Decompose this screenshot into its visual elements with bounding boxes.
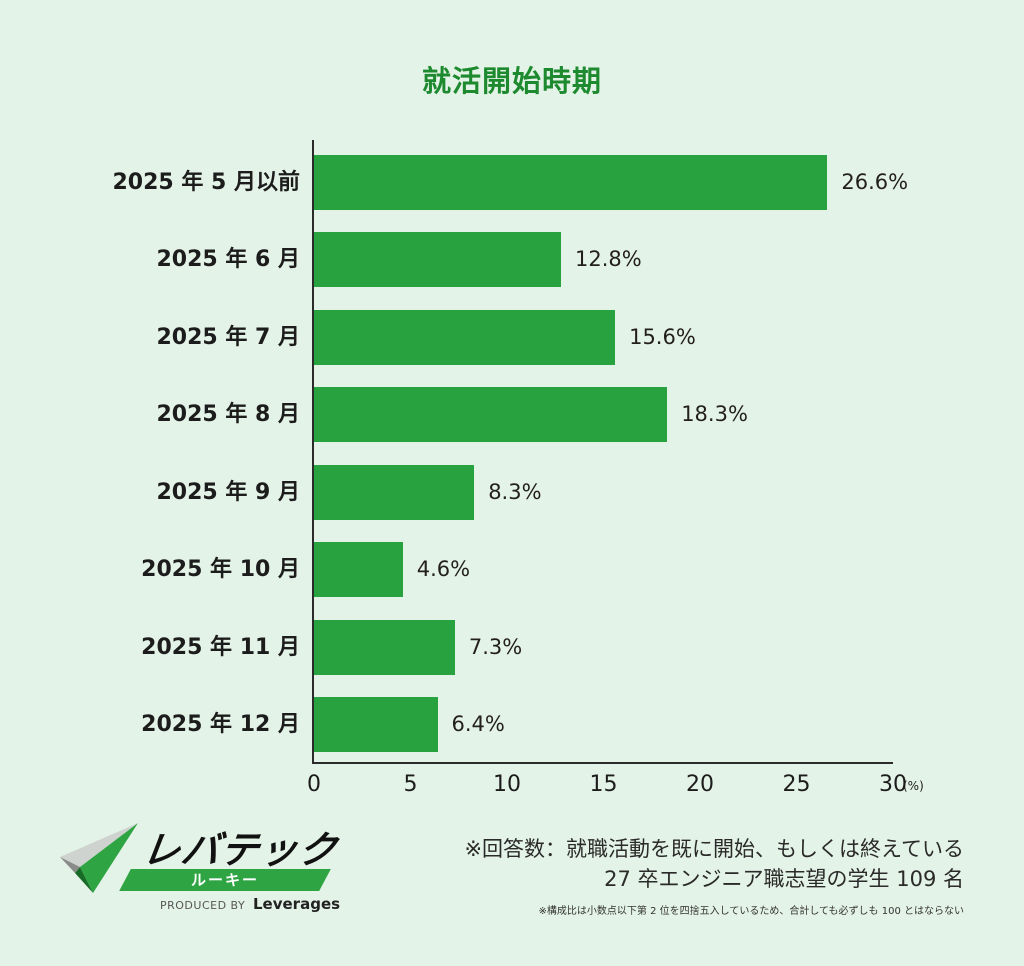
respondent-note: ※回答数：就職活動を既に開始、もしくは終えている 27 卒エンジニア職志望の学生…	[464, 834, 964, 894]
x-tick-label: 10	[493, 772, 521, 797]
logo-name: レバテック	[139, 828, 341, 872]
bar	[314, 620, 455, 675]
bar	[314, 310, 616, 365]
bar-row: 2025 年 12 月 6.4%	[0, 697, 1024, 752]
value-label: 12.8%	[575, 247, 642, 271]
logo-produced-by: PRODUCED BY	[160, 899, 246, 912]
value-label: 8.3%	[488, 480, 542, 504]
bar	[314, 465, 475, 520]
category-label: 2025 年 12 月	[141, 712, 300, 737]
value-label: 18.3%	[681, 402, 748, 426]
value-label: 15.6%	[629, 325, 696, 349]
note-line-1: ※回答数：就職活動を既に開始、もしくは終えている	[464, 837, 964, 861]
bar-row: 2025 年 10 月 4.6%	[0, 542, 1024, 597]
x-tick-label: 5	[403, 772, 418, 797]
bar	[314, 232, 562, 287]
bar	[314, 697, 438, 752]
x-tick-label: 15	[589, 772, 618, 797]
bar-row: 2025 年 11 月 7.3%	[0, 620, 1024, 675]
bar-row: 2025 年 7 月 15.6%	[0, 310, 1024, 365]
category-label: 2025 年 10 月	[141, 557, 300, 582]
y-axis-line	[312, 140, 314, 764]
category-label: 2025 年 8 月	[156, 402, 300, 427]
category-label: 2025 年 6 月	[156, 247, 300, 272]
x-axis-unit: (%)	[903, 779, 924, 793]
rounding-note: ※構成比は小数点以下第 2 位を四捨五入しているため、合計しても必ずしも 100…	[538, 906, 964, 917]
category-label: 2025 年 7 月	[156, 325, 300, 350]
x-tick-label: 20	[686, 772, 714, 797]
bar-row: 2025 年 5 月以前 26.6%	[0, 155, 1024, 210]
value-label: 6.4%	[451, 712, 505, 736]
bar	[314, 387, 668, 442]
x-tick-label: 0	[307, 772, 321, 797]
value-label: 7.3%	[468, 635, 523, 659]
logo-brand: Leverages	[253, 895, 341, 913]
category-label: 2025 年 9 月	[156, 480, 300, 505]
value-label: 26.6%	[841, 170, 909, 194]
logo-sub: ルーキー	[190, 871, 259, 889]
category-label: 2025 年 5 月以前	[112, 170, 300, 195]
chart-title: 就活開始時期	[421, 64, 602, 98]
bar-chart: 2025 年 5 月以前 26.6% 2025 年 6 月 12.8% 2025…	[0, 140, 1024, 797]
note-line-2: 27 卒エンジニア職志望の学生 109 名	[604, 867, 964, 891]
bar	[314, 542, 403, 597]
bar-row: 2025 年 9 月 8.3%	[0, 465, 1024, 520]
logo-mark-icon	[60, 823, 138, 893]
bar	[314, 155, 828, 210]
value-label: 4.6%	[416, 557, 471, 581]
x-tick-label: 30	[879, 772, 907, 797]
bar-row: 2025 年 8 月 18.3%	[0, 387, 1024, 442]
levtech-rookie-logo: レバテック ルーキー PRODUCED BY Leverages	[55, 815, 345, 920]
x-axis-line	[312, 762, 893, 764]
bar-row: 2025 年 6 月 12.8%	[0, 232, 1024, 287]
x-tick-label: 25	[782, 772, 811, 797]
category-label: 2025 年 11 月	[141, 635, 300, 660]
